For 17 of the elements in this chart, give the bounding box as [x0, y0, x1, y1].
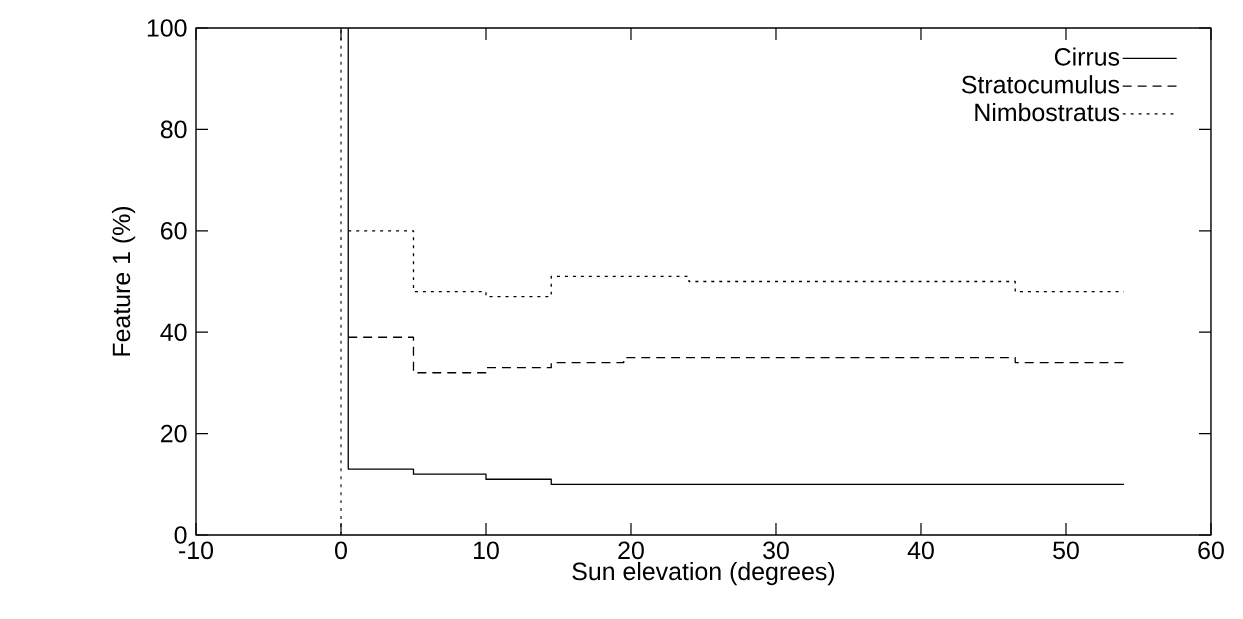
- y-tick-label: 40: [160, 323, 187, 342]
- x-tick-label: 0: [335, 541, 347, 560]
- x-tick-label: 20: [618, 541, 644, 560]
- legend-label: Stratocumulus: [961, 75, 1120, 94]
- legend-label: Cirrus: [1054, 47, 1120, 66]
- x-tick-label: 60: [1198, 541, 1224, 560]
- legend-label: Nimbostratus: [975, 102, 1120, 122]
- y-tick-label: 100: [147, 19, 187, 37]
- x-tick-label: 40: [907, 541, 934, 560]
- y-tick-label: 60: [161, 221, 187, 240]
- x-tick-label: 30: [763, 541, 789, 560]
- x-tick-label: 50: [1053, 541, 1079, 560]
- y-tick-label: 20: [161, 424, 187, 443]
- y-tick-label: 80: [160, 120, 187, 139]
- x-axis-title: Sun elevation (degrees): [572, 561, 835, 586]
- y-axis-title: Feature 1 (%): [111, 206, 136, 356]
- x-tick-label: 10: [474, 541, 499, 560]
